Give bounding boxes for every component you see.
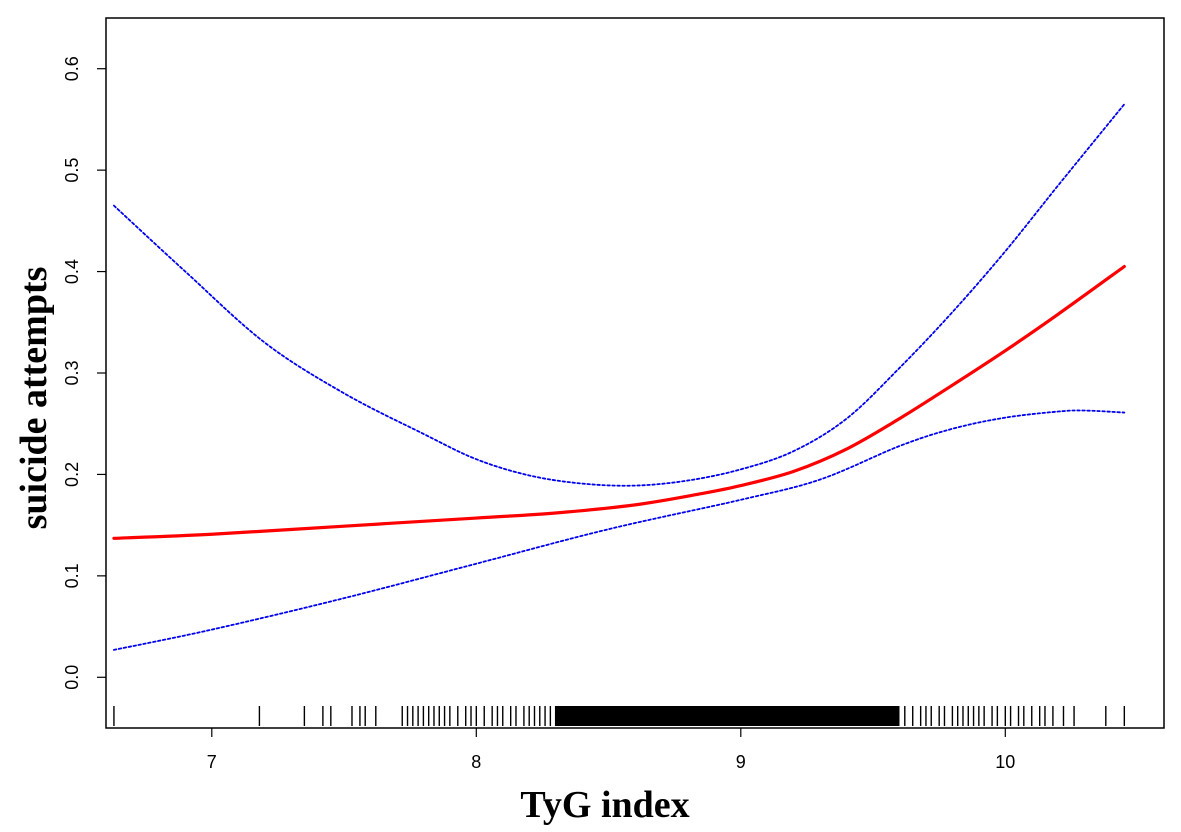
y-tick-label: 0.2 xyxy=(62,462,82,487)
y-tick-label: 0.0 xyxy=(62,665,82,690)
y-axis: 0.0 0.1 0.2 0.3 0.4 0.5 0.6 xyxy=(62,56,106,690)
x-tick-label: 7 xyxy=(207,752,217,772)
rug-marks xyxy=(113,706,1126,726)
x-tick-label: 9 xyxy=(736,752,746,772)
x-axis: 7 8 9 10 xyxy=(207,728,1015,772)
x-tick-label: 8 xyxy=(471,752,481,772)
y-tick-label: 0.1 xyxy=(62,563,82,588)
x-axis-title: TyG index xyxy=(520,784,689,826)
rug-dense-band xyxy=(555,706,900,726)
y-tick-label: 0.3 xyxy=(62,360,82,385)
series-layer xyxy=(112,103,1126,651)
plot-frame xyxy=(105,17,1165,729)
fit-line xyxy=(112,264,1126,540)
x-tick-label: 10 xyxy=(995,752,1015,772)
ci-lower-line xyxy=(113,409,1126,651)
y-tick-label: 0.4 xyxy=(62,259,82,284)
y-tick-label: 0.5 xyxy=(62,158,82,183)
ci-upper-line xyxy=(113,103,1126,487)
y-tick-label: 0.6 xyxy=(62,56,82,81)
y-axis-title: suicide attempts xyxy=(13,267,55,530)
